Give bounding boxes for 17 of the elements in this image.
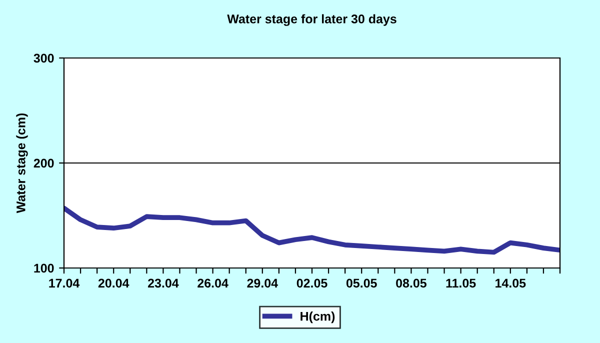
- line-series: [64, 206, 560, 255]
- x-tick-label: 20.04: [98, 278, 130, 288]
- legend-label: H(cm): [300, 312, 335, 324]
- x-tick-label: 08.05: [396, 278, 426, 288]
- x-tick-label: 05.05: [346, 278, 377, 288]
- y-axis-title: Water stage (cm): [16, 113, 28, 214]
- x-tick-label: 26.04: [198, 278, 228, 288]
- y-tick-label: 100: [34, 264, 54, 273]
- x-tick-label: 17.04: [49, 278, 80, 288]
- x-tick-label: 02.05: [296, 278, 328, 288]
- chart-title: Water stage for later 30 days: [227, 14, 396, 26]
- x-tick-label: 11.05: [446, 278, 476, 288]
- y-tick-label: 300: [34, 54, 54, 63]
- x-tick-label: 14.05: [496, 278, 526, 288]
- y-tick-label: 200: [34, 158, 54, 168]
- x-tick-label: 23.04: [148, 278, 179, 288]
- x-tick-label: 29.04: [247, 278, 278, 288]
